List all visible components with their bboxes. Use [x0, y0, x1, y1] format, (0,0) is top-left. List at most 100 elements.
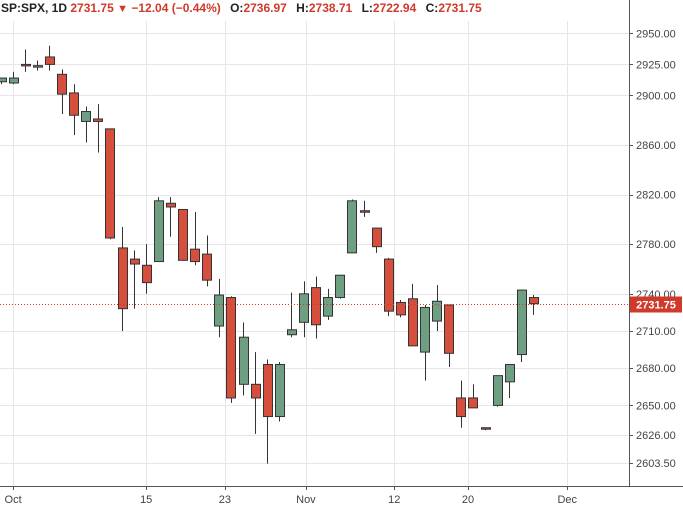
- candle: [311, 276, 321, 339]
- y-tick-label: 2925.00: [636, 59, 676, 71]
- candle-body-up: [432, 300, 442, 322]
- candle-body-down: [93, 118, 103, 122]
- candle: [299, 281, 309, 338]
- candle: [323, 288, 333, 320]
- candle-body-up: [81, 111, 91, 122]
- candle-body-down: [69, 92, 79, 116]
- candle: [142, 244, 152, 294]
- open-label: O:: [230, 1, 244, 15]
- candle-body-down: [202, 253, 212, 281]
- candle-body-down: [372, 227, 382, 248]
- candle: [432, 285, 442, 331]
- candle: [214, 278, 224, 338]
- candle-body-down: [456, 397, 466, 418]
- candle-body-up: [299, 293, 309, 323]
- candle-body-down: [384, 258, 394, 312]
- y-tick-label: 2860.00: [636, 140, 676, 152]
- candle-body-down: [251, 383, 261, 399]
- close-label: C:: [425, 1, 439, 15]
- candle: [408, 283, 418, 347]
- x-tick-label: Dec: [557, 494, 577, 506]
- last-price-badge: [630, 296, 682, 313]
- symbol-label: SP:SPX, 1D: [1, 1, 68, 15]
- candle-body-up: [335, 274, 345, 299]
- candle-body-down: [226, 297, 236, 399]
- symbol-header: SP:SPX, 1D 2731.75 ▼ −12.04 (−0.44%) O:2…: [1, 1, 482, 15]
- candle: [505, 363, 515, 398]
- y-tick-label: 2680.00: [636, 363, 676, 375]
- candle: [444, 304, 454, 367]
- low-value: 2722.94: [372, 1, 417, 15]
- candle-body-down: [396, 301, 406, 316]
- candle-body-up: [0, 77, 7, 83]
- candle-body-down: [142, 264, 152, 284]
- candle: [93, 104, 103, 153]
- candle: [456, 380, 466, 428]
- candle: [275, 362, 285, 422]
- candle: [335, 274, 345, 299]
- candle-body-up: [493, 375, 503, 406]
- candle: [118, 226, 128, 331]
- candle: [21, 49, 31, 72]
- x-tick-label: 12: [388, 494, 400, 506]
- candle-body-down: [529, 297, 539, 305]
- y-tick-label: 2710.00: [636, 326, 676, 338]
- candle: [166, 197, 176, 237]
- candle: [190, 211, 200, 266]
- x-tick-label: Oct: [5, 494, 22, 506]
- x-tick-label: Nov: [296, 494, 316, 506]
- y-tick-label: 2603.50: [636, 458, 676, 470]
- down-arrow-icon: ▼: [117, 3, 128, 15]
- candle: [57, 69, 67, 114]
- candle-body-down: [118, 247, 128, 310]
- candle-body-up: [214, 294, 224, 327]
- candle-body-down: [360, 210, 370, 213]
- last-price-value: 2731.75: [70, 1, 114, 15]
- high-label: H:: [296, 1, 309, 15]
- candle-body-up: [517, 289, 527, 356]
- candle: [384, 257, 394, 317]
- y-tick-label: 2626.00: [636, 430, 676, 442]
- candle: [69, 84, 79, 136]
- candle: [251, 352, 261, 434]
- last-price-label: 2731.75: [636, 300, 676, 312]
- candle: [130, 250, 140, 309]
- candle-body-down: [130, 258, 140, 265]
- candle: [420, 304, 430, 381]
- y-tick-label: 2780.00: [636, 239, 676, 251]
- y-tick-label: 2820.00: [636, 190, 676, 202]
- candle-body-up: [9, 77, 19, 84]
- candle-body-up: [505, 363, 515, 383]
- y-tick-label: 2650.00: [636, 400, 676, 412]
- candle: [178, 208, 188, 261]
- candle-body-up: [347, 200, 357, 254]
- candle: [372, 227, 382, 253]
- open-value: 2736.97: [243, 1, 287, 15]
- candle-body-down: [57, 73, 67, 95]
- candle: [105, 128, 115, 240]
- candle-body-down: [481, 427, 491, 430]
- candle-body-up: [420, 306, 430, 353]
- candle-body-down: [45, 56, 55, 65]
- close-value: 2731.75: [438, 1, 482, 15]
- candle: [81, 106, 91, 143]
- candle-body-down: [263, 363, 273, 418]
- candle-body-down: [468, 397, 478, 409]
- candle: [287, 292, 297, 338]
- candle-body-up: [323, 297, 333, 317]
- candle: [493, 375, 503, 407]
- candle-body-down: [178, 208, 188, 261]
- candle: [347, 199, 357, 254]
- candle: [154, 197, 164, 263]
- candle: [468, 384, 478, 409]
- candle: [45, 45, 55, 71]
- high-value: 2738.71: [308, 1, 353, 15]
- candle-body-up: [239, 336, 249, 385]
- candle: [517, 289, 527, 362]
- candle-body-down: [21, 63, 31, 67]
- low-label: L:: [361, 1, 373, 15]
- x-tick-label: 15: [140, 494, 152, 506]
- candle: [263, 359, 273, 464]
